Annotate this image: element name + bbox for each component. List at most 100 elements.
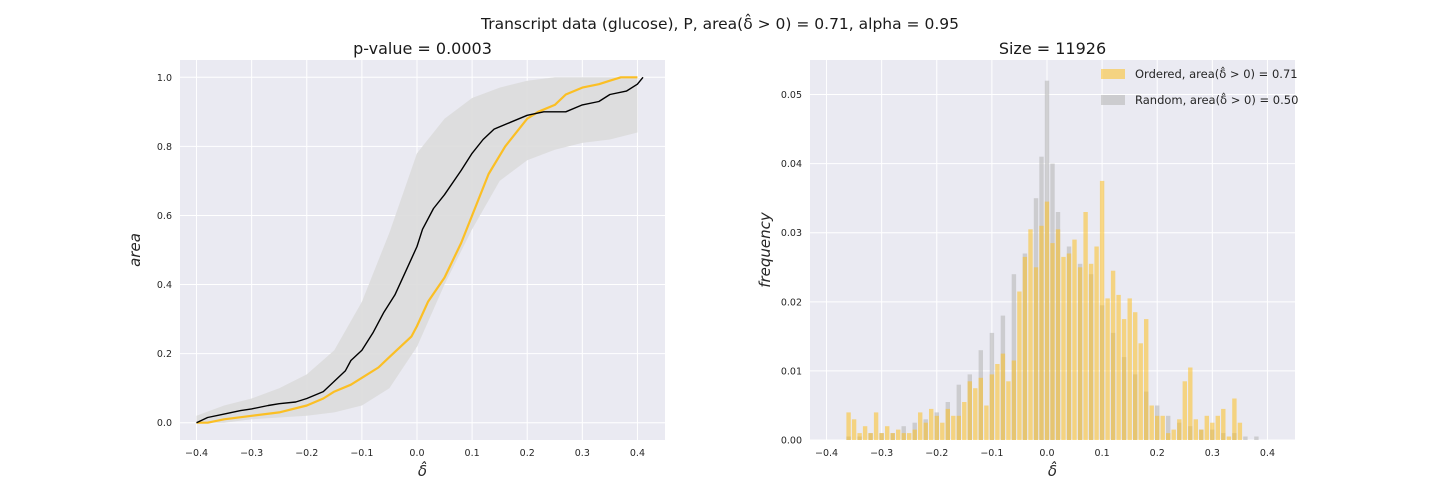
ordered-histogram-bar bbox=[1232, 398, 1237, 440]
right-histogram-bars bbox=[846, 80, 1259, 440]
ordered-histogram-bar bbox=[1226, 436, 1232, 440]
ordered-histogram-bar bbox=[1083, 212, 1088, 440]
ordered-histogram-bar bbox=[890, 433, 895, 440]
random-histogram-bar bbox=[956, 384, 961, 440]
ordered-histogram-bar bbox=[1017, 291, 1022, 440]
ordered-histogram-bar bbox=[1022, 256, 1028, 440]
ordered-histogram-bar bbox=[1099, 180, 1105, 440]
ordered-histogram-bar bbox=[912, 429, 917, 440]
ordered-histogram-bar bbox=[896, 429, 901, 440]
ordered-histogram-bar bbox=[879, 433, 884, 440]
right-x-tick-label: 0.2 bbox=[1150, 448, 1165, 459]
left-x-tick-label: 0.1 bbox=[465, 448, 480, 459]
ordered-histogram-bar bbox=[1144, 319, 1149, 440]
ordered-histogram-bar bbox=[1149, 405, 1154, 440]
left-x-axis-label: δ̂ bbox=[418, 460, 427, 480]
left-x-tick-label: 0.0 bbox=[409, 448, 424, 459]
right-x-tick-label: 0.0 bbox=[1039, 448, 1054, 459]
ordered-histogram-bar bbox=[962, 402, 967, 440]
ordered-histogram-bar bbox=[1033, 267, 1039, 440]
ordered-histogram-bar bbox=[923, 422, 928, 440]
legend-label-random: Random, area(δ̂ > 0) = 0.50 bbox=[1135, 91, 1298, 107]
ordered-histogram-bar bbox=[1210, 422, 1215, 440]
ordered-histogram-bar bbox=[967, 381, 972, 440]
right-legend: Ordered, area(δ̂ > 0) = 0.71 Random, are… bbox=[1101, 65, 1298, 107]
ordered-area-line bbox=[196, 76, 638, 424]
ordered-histogram-bar bbox=[901, 433, 906, 440]
ordered-histogram-bar bbox=[1160, 415, 1165, 440]
right-y-tick-label: 0.01 bbox=[781, 366, 802, 377]
legend-swatch-random bbox=[1101, 95, 1125, 105]
ordered-histogram-bar bbox=[1088, 263, 1094, 440]
ordered-histogram-bar bbox=[1066, 253, 1072, 440]
ordered-histogram-bar bbox=[1028, 229, 1033, 440]
ordered-histogram-bar bbox=[862, 426, 868, 440]
ordered-histogram-bar bbox=[956, 415, 961, 440]
ordered-histogram-bar bbox=[1166, 433, 1171, 440]
ordered-histogram-bar bbox=[1188, 367, 1193, 440]
left-x-tick-label: 0.4 bbox=[630, 448, 645, 459]
left-y-tick-label: 0.2 bbox=[157, 349, 172, 360]
confidence-band-area bbox=[196, 77, 638, 423]
ordered-histogram-bar bbox=[846, 412, 851, 440]
ordered-histogram-bar bbox=[989, 374, 995, 440]
ordered-histogram-bar bbox=[1011, 360, 1017, 440]
ordered-histogram-bar bbox=[885, 426, 890, 440]
ordered-histogram-bar bbox=[1077, 267, 1083, 440]
ordered-histogram-bar bbox=[851, 419, 857, 440]
ordered-histogram-bar bbox=[918, 412, 923, 440]
ordered-histogram-bar bbox=[1006, 381, 1011, 440]
ordered-histogram-bar bbox=[1094, 246, 1099, 440]
ordered-histogram-bar bbox=[1116, 294, 1121, 440]
ordered-histogram-bar bbox=[984, 405, 989, 440]
left-x-tick-label: −0.1 bbox=[350, 448, 373, 459]
left-tick-labels: −0.4 −0.3 −0.2 −0.1 0.0 0.1 0.2 0.3 0.4 0.0 0.2 0.4… bbox=[157, 73, 645, 459]
right-tick-labels: −0.4 −0.3 −0.2 −0.1 0.0 0.1 0.2 0.3 0.4 0.00 0.01 0… bbox=[781, 90, 1275, 459]
ordered-histogram-bar bbox=[1138, 343, 1143, 440]
ordered-histogram-bar bbox=[929, 408, 934, 440]
right-x-tick-label: 0.1 bbox=[1095, 448, 1110, 459]
ordered-histogram-bar bbox=[995, 364, 1000, 440]
ordered-histogram-bar bbox=[1177, 419, 1182, 440]
left-y-tick-label: 0.8 bbox=[157, 142, 172, 153]
ordered-histogram-bar bbox=[1155, 415, 1160, 440]
left-series-lines bbox=[196, 76, 644, 424]
right-x-tick-label: 0.3 bbox=[1205, 448, 1220, 459]
ordered-histogram-bar bbox=[1171, 429, 1176, 440]
right-axes: −0.4 −0.3 −0.2 −0.1 0.0 0.1 0.2 0.3 0.4 0.00 0.01 0… bbox=[756, 39, 1298, 480]
random-histogram-bar bbox=[1011, 274, 1017, 440]
ordered-histogram-bar bbox=[945, 408, 950, 440]
ordered-histogram-bar bbox=[1221, 408, 1226, 440]
right-y-tick-label: 0.04 bbox=[781, 159, 802, 170]
left-y-tick-label: 1.0 bbox=[157, 73, 172, 84]
legend-label-ordered: Ordered, area(δ̂ > 0) = 0.71 bbox=[1135, 65, 1298, 81]
ordered-histogram-bar bbox=[1110, 270, 1116, 440]
ordered-histogram-bar bbox=[1133, 312, 1138, 440]
random-histogram-bar bbox=[1254, 436, 1259, 440]
right-x-axis-label: δ̂ bbox=[1048, 460, 1057, 480]
ordered-histogram-bar bbox=[1204, 415, 1209, 440]
ordered-histogram-bar bbox=[1199, 429, 1204, 440]
left-y-tick-label: 0.6 bbox=[157, 211, 172, 222]
figure-suptitle: Transcript data (glucose), P, area(δ̂ > … bbox=[480, 13, 959, 33]
ordered-histogram-bar bbox=[1182, 381, 1187, 440]
ordered-histogram-bar bbox=[1061, 256, 1066, 440]
ordered-histogram-bar bbox=[1055, 229, 1061, 440]
ordered-histogram-bar bbox=[1072, 239, 1077, 440]
ordered-histogram-bar bbox=[951, 415, 956, 440]
ordered-histogram-bar bbox=[1121, 319, 1127, 440]
ordered-histogram-bar bbox=[973, 388, 978, 440]
left-y-tick-label: 0.4 bbox=[157, 280, 172, 291]
ordered-histogram-bar bbox=[934, 415, 939, 440]
left-x-tick-label: −0.4 bbox=[185, 448, 208, 459]
random-histogram-bar bbox=[1243, 436, 1248, 440]
left-x-tick-label: 0.3 bbox=[575, 448, 590, 459]
ordered-histogram-bar bbox=[907, 433, 912, 440]
ordered-histogram-bar bbox=[1050, 243, 1055, 440]
ordered-histogram-bar bbox=[873, 412, 879, 440]
ordered-histogram-bar bbox=[1044, 201, 1050, 440]
ordered-histogram-bar bbox=[940, 422, 945, 440]
left-x-tick-label: −0.3 bbox=[240, 448, 263, 459]
left-x-tick-label: 0.2 bbox=[520, 448, 535, 459]
